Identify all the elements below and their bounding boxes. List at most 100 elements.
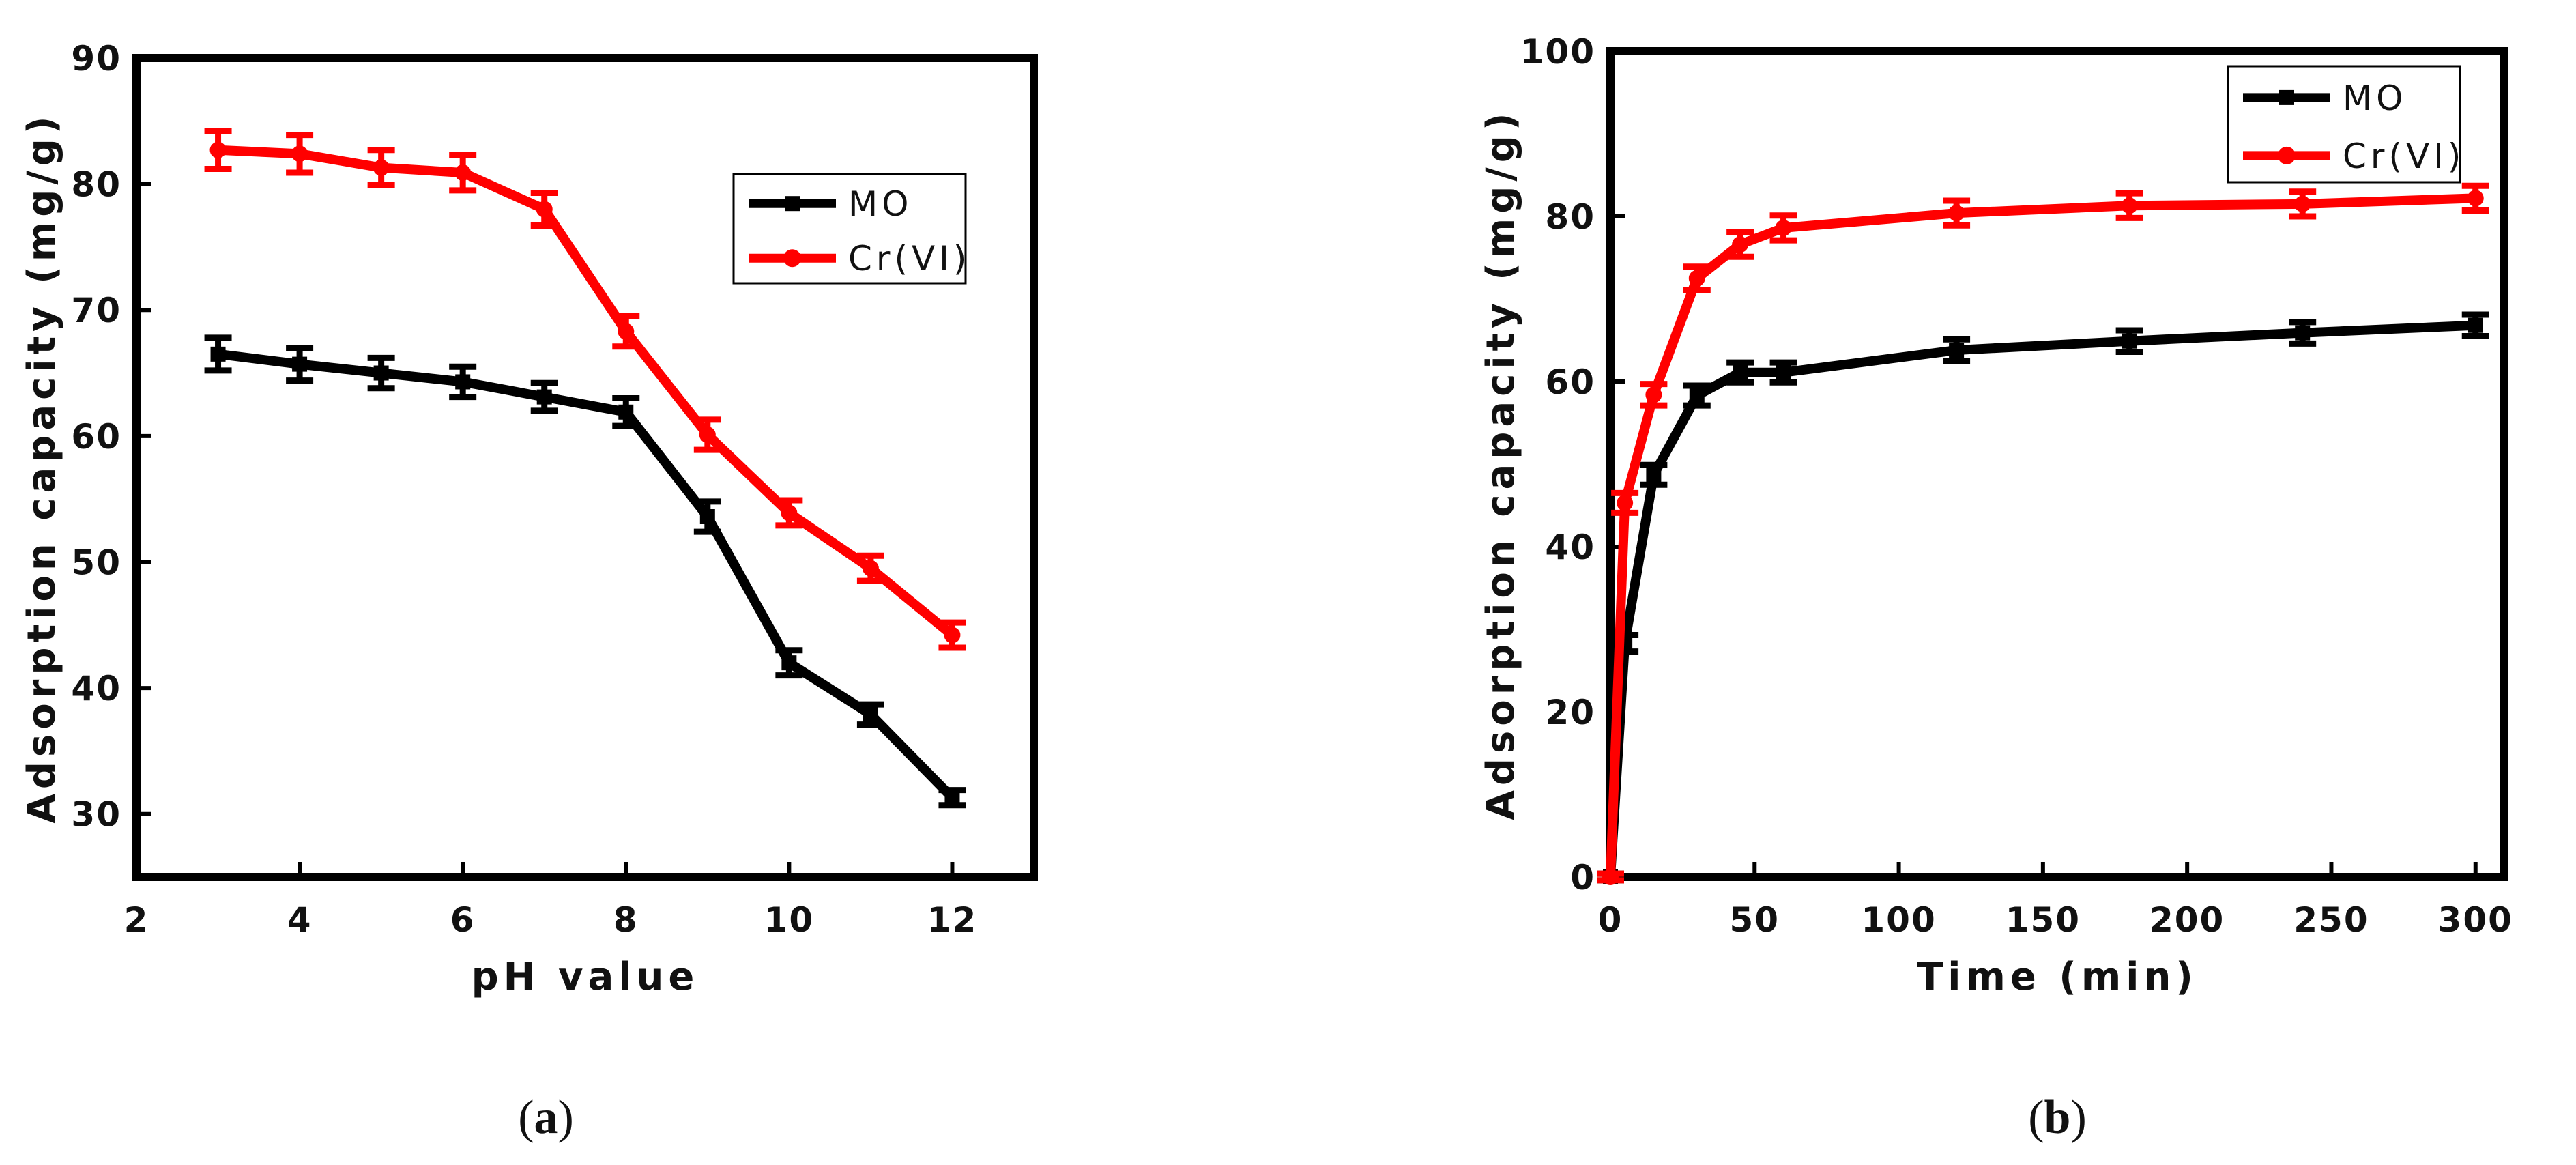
data-point <box>454 164 472 181</box>
x-tick-label: 12 <box>927 900 978 940</box>
series-cr-vi- <box>1597 182 2489 885</box>
data-point <box>1688 270 1705 287</box>
chart-panel-b: 0 50 100 150 200 250 300 0 20 40 60 80 100 Time (min)… <box>1479 32 2513 1144</box>
legend-marker <box>2279 89 2294 105</box>
data-point <box>1948 205 1965 222</box>
data-point <box>210 346 226 362</box>
caption-paren-close: ) <box>2070 1091 2086 1144</box>
x-tick-label: 10 <box>764 900 815 940</box>
x-tick-label: 200 <box>2150 900 2225 940</box>
data-point <box>2294 195 2311 212</box>
series-line <box>213 349 957 803</box>
legend-entry: MO <box>749 184 913 224</box>
x-tick-label: 100 <box>1861 900 1936 940</box>
y-tick-label: 20 <box>1545 693 1595 732</box>
legend-label: Cr(VI) <box>848 239 970 278</box>
data-point <box>1732 236 1749 253</box>
data-point <box>373 365 389 381</box>
legend-box <box>732 173 967 285</box>
y-tick-label: 80 <box>71 165 121 205</box>
legend-label: MO <box>2343 78 2407 118</box>
x-tick-label: 300 <box>2438 900 2513 940</box>
data-point <box>536 201 553 218</box>
data-point <box>618 323 635 340</box>
series-line <box>1606 193 2480 882</box>
series-cr-vi- <box>204 128 966 651</box>
data-point <box>863 706 878 722</box>
y-tick-label: 60 <box>1545 362 1595 402</box>
caption-paren-close: ) <box>558 1091 574 1144</box>
y-axis-label: Adsorption capacity (mg/g) <box>20 112 64 824</box>
data-point <box>944 627 961 644</box>
data-point <box>536 389 552 405</box>
data-point <box>292 356 308 372</box>
data-point <box>1646 467 1662 483</box>
data-point <box>2467 190 2484 207</box>
data-point <box>2122 333 2137 349</box>
data-point <box>781 504 798 521</box>
legend-marker <box>2278 146 2296 164</box>
caption-letter: b <box>2044 1091 2071 1144</box>
data-point <box>1602 869 1619 885</box>
plot-frame <box>132 54 1038 881</box>
legend-box <box>2227 65 2461 184</box>
data-point <box>1733 364 1748 380</box>
chart-panel-a: 2 4 6 8 10 12 30 40 50 60 70 80 90 pH value Adsorption… <box>20 39 1038 1144</box>
panel-caption: (a) <box>518 1091 574 1144</box>
data-point <box>699 509 715 524</box>
data-point <box>1689 388 1705 403</box>
series-line <box>213 145 957 640</box>
x-tick-label: 2 <box>124 900 149 940</box>
legend: MO Cr(VI) <box>2227 65 2461 184</box>
x-tick-label: 150 <box>2006 900 2081 940</box>
x-tick-label: 250 <box>2293 900 2369 940</box>
y-tick-label: 50 <box>71 543 121 582</box>
y-axis-label: Adsorption capacity (mg/g) <box>1479 109 1523 820</box>
legend-entry: MO <box>2243 78 2407 118</box>
y-tick-label: 40 <box>71 669 121 708</box>
x-tick-label: 0 <box>1598 900 1623 940</box>
caption-letter: a <box>534 1091 558 1144</box>
x-tick-label: 50 <box>1729 900 1780 940</box>
data-point <box>781 655 797 671</box>
legend: MO Cr(VI) <box>732 173 970 285</box>
caption-paren-open: ( <box>518 1091 534 1144</box>
data-point <box>699 427 716 443</box>
x-tick-label: 6 <box>450 900 476 940</box>
data-point <box>1645 386 1662 403</box>
data-point <box>455 374 471 390</box>
x-axis-label: pH value <box>472 955 699 999</box>
data-point <box>862 560 879 577</box>
plot-frame <box>1606 47 2508 881</box>
series-mo <box>204 334 966 809</box>
y-tick-label: 60 <box>71 417 121 457</box>
panel-caption: (b) <box>2028 1091 2087 1144</box>
data-point <box>1776 364 1791 380</box>
data-point <box>2121 197 2138 214</box>
legend-entry: Cr(VI) <box>2243 136 2461 176</box>
data-point <box>291 145 308 162</box>
y-tick-label: 40 <box>1545 528 1595 567</box>
legend-marker <box>785 196 800 212</box>
data-point <box>373 159 390 176</box>
series-mo <box>1597 311 2489 884</box>
x-tick-label: 8 <box>613 900 639 940</box>
data-point <box>209 141 227 158</box>
y-tick-label: 0 <box>1570 858 1595 897</box>
y-tick-label: 70 <box>71 291 121 330</box>
data-point <box>944 790 960 805</box>
data-point <box>2468 317 2483 333</box>
caption-paren-open: ( <box>2028 1091 2044 1144</box>
data-point <box>1617 494 1634 511</box>
y-tick-label: 30 <box>71 795 121 835</box>
legend-entry: Cr(VI) <box>749 239 970 278</box>
legend-marker <box>783 249 801 268</box>
x-axis-label: Time (min) <box>1917 955 2198 999</box>
series-line <box>1606 320 2480 882</box>
data-point <box>2295 325 2311 341</box>
y-tick-label: 100 <box>1520 32 1595 72</box>
y-tick-label: 90 <box>71 39 121 78</box>
legend-label: MO <box>848 184 913 224</box>
data-point <box>1949 343 1965 358</box>
